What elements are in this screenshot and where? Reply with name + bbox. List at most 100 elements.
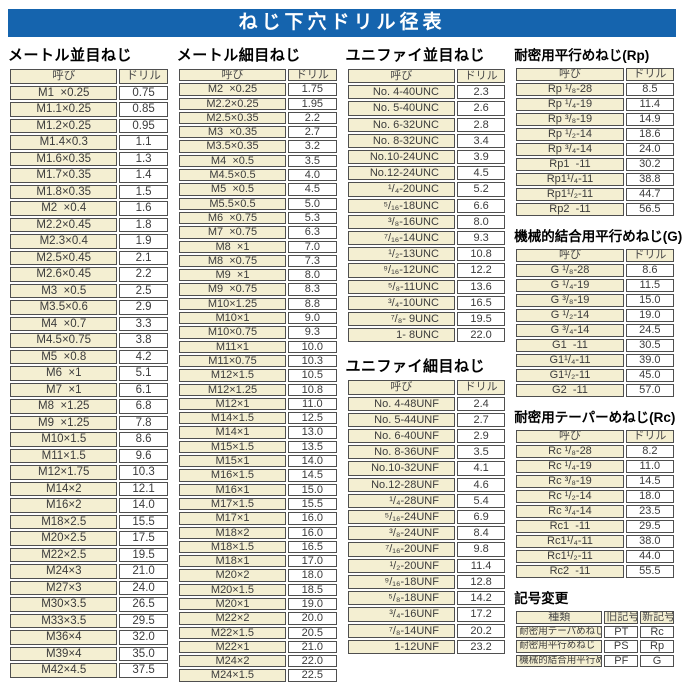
drill-value-cell: 20.5 <box>288 626 337 639</box>
drill-value-cell: 1.1 <box>119 135 168 150</box>
drill-value-cell: 3.3 <box>119 316 168 331</box>
thread-name-cell: Rc1¹/₄-11 <box>516 535 624 548</box>
thread-name-cell: G ³/₈-19 <box>516 294 624 307</box>
drill-value-cell: 5.4 <box>456 493 506 509</box>
drill-value-cell: 23.2 <box>456 639 506 654</box>
thread-name-cell: No. 8-32UNC <box>347 133 455 149</box>
thread-name-cell: M1.8×0.35 <box>10 184 118 199</box>
table-row: M1.7×0.35 1.4 <box>10 168 168 183</box>
table-row: M33×3.5 29.5 <box>10 613 168 628</box>
thread-name-cell: M1.6×0.35 <box>10 151 118 166</box>
thread-name-cell: M1.2×0.25 <box>10 118 118 133</box>
thread-name-cell: M24×1.5 <box>178 669 287 682</box>
table-row: No. 8-32UNC 3.4 <box>347 133 506 149</box>
header-row: 種類 旧記号 新記号 <box>516 611 674 624</box>
drill-value-cell: 13.5 <box>288 440 337 454</box>
drill-value-cell: 8.0 <box>456 214 506 230</box>
drill-value-cell: 4.1 <box>456 461 506 476</box>
thread-name-cell: M7 ×1 <box>10 382 118 397</box>
thread-name-cell: 耐密用平行めねじ <box>516 640 603 653</box>
thread-name-cell: M27×3 <box>10 580 118 595</box>
thread-name-cell: M7 ×0.75 <box>178 226 287 239</box>
table-row: ³/₄-16UNF 17.2 <box>347 607 506 622</box>
drill-value-cell: 6.3 <box>288 226 337 239</box>
table-row: 耐密用テーパめねじ PT Rc <box>516 625 674 638</box>
header-row: 呼び ドリル <box>347 69 506 84</box>
section-title: 機械的結合用平行めねじ(G) <box>514 229 683 244</box>
drill-value-cell: 38.0 <box>625 535 674 548</box>
thread-name-cell: ⁷/₁₆-20UNF <box>347 542 455 557</box>
drill-value-cell: 8.8 <box>288 297 337 311</box>
drill-value-cell: 44.0 <box>625 550 674 563</box>
drill-value-cell: 21.0 <box>119 564 168 579</box>
table-row: M14×1 13.0 <box>178 426 337 439</box>
table-row: M10×1.5 8.6 <box>10 432 168 447</box>
table-row: No.10-24UNC 3.9 <box>347 150 506 165</box>
thread-name-cell: M8 ×1 <box>178 240 287 253</box>
thread-name-cell: ⁷/₈- 9UNC <box>347 312 455 327</box>
drill-value-cell: 1.75 <box>288 83 337 96</box>
table-row: M1.6×0.35 1.3 <box>10 151 168 166</box>
drill-value-cell: 6.1 <box>119 382 168 397</box>
drill-value-cell: G <box>640 654 674 667</box>
drill-value-cell: 19.5 <box>456 312 506 327</box>
page-title: ねじ下穴ドリル径表 <box>8 9 676 37</box>
thread-name-cell: Rc ¹/₂-14 <box>516 490 624 503</box>
table-row: G1 -11 30.5 <box>516 339 674 352</box>
drill-value-cell: 45.0 <box>625 369 674 382</box>
table-row: M1.2×0.25 0.95 <box>10 118 168 133</box>
drill-value-cell: 5.3 <box>288 211 337 225</box>
table-row: G2 -11 57.0 <box>516 384 674 397</box>
thread-name-cell: M10×1.25 <box>178 297 287 311</box>
drill-value-cell: 3.9 <box>456 150 506 165</box>
thread-name-cell: M15×1 <box>178 455 287 468</box>
column-header-drill: ドリル <box>456 380 506 395</box>
drill-value-cell: 2.8 <box>456 117 506 132</box>
drill-value-cell: 44.7 <box>625 188 674 201</box>
drill-value-cell: 3.8 <box>119 333 168 348</box>
thread-name-cell: No. 6-40UNF <box>347 429 455 444</box>
thread-name-cell: M18×1 <box>178 555 287 568</box>
thread-name-cell: 機械的結合用平行めねじ <box>516 654 603 667</box>
thread-name-cell: Rp1¹/₂-11 <box>516 188 624 201</box>
thread-name-cell: M2 ×0.25 <box>178 83 287 96</box>
drill-value-cell: 14.0 <box>288 455 337 468</box>
drill-value-cell: 55.5 <box>625 565 674 578</box>
column-header-drill: ドリル <box>625 430 674 443</box>
table-row: M4 ×0.7 3.3 <box>10 316 168 331</box>
table-row: M12×1 11.0 <box>178 397 337 411</box>
table-row: M22×1.5 20.5 <box>178 626 337 639</box>
thread-name-cell: ¹/₄-20UNC <box>347 182 455 197</box>
drill-value-cell: 30.2 <box>625 158 674 171</box>
thread-name-cell: 耐密用テーパめねじ <box>516 625 603 638</box>
drill-value-cell: 0.75 <box>119 85 168 100</box>
section-title: メートル並目ねじ <box>8 47 133 64</box>
thread-name-cell: No. 5-44UNF <box>347 412 455 428</box>
thread-name-cell: No. 5-40UNC <box>347 101 455 116</box>
drill-value-cell: 11.5 <box>625 279 674 292</box>
section-metric-fine: メートル細目ねじ 呼び ドリル M2 ×0.25 1.75 M2.2×0.25 1.9… <box>177 44 339 684</box>
table-row: Rp ³/₈-19 14.9 <box>516 113 674 126</box>
thread-name-cell: M22×1 <box>178 640 287 654</box>
table-row: M20×2 18.0 <box>178 569 337 582</box>
drill-value-cell: 2.2 <box>288 111 337 125</box>
table-row: M5 ×0.5 4.5 <box>178 183 337 196</box>
drill-value-cell: 14.2 <box>456 591 506 606</box>
table-row: M2 ×0.4 1.6 <box>10 201 168 216</box>
drill-value-cell: 3.2 <box>288 140 337 153</box>
drill-value-cell: 10.8 <box>288 383 337 396</box>
table-row: M2.6×0.45 2.2 <box>10 267 168 282</box>
table-row: M16×1.5 14.5 <box>178 469 337 482</box>
table-row: G ³/₄-14 24.5 <box>516 324 674 337</box>
thread-name-cell: M20×1.5 <box>178 583 287 596</box>
thread-name-cell: Rc1¹/₂-11 <box>516 550 624 563</box>
g-table: 呼び ドリル G ¹/₈-28 8.6 G ¹/₄-19 11.5 G ³/₈-19 15… <box>514 247 676 399</box>
thread-name-cell: ⁷/₈-14UNF <box>347 623 455 638</box>
drill-value-cell: 15.5 <box>288 497 337 511</box>
table-row: ⁵/₁₆-24UNF 6.9 <box>347 510 506 525</box>
thread-name-cell: M12×1.75 <box>10 465 118 480</box>
thread-name-cell: G1¹/₄-11 <box>516 354 624 367</box>
table-row: M5.5×0.5 5.0 <box>178 197 337 210</box>
table-row: M1 ×0.25 0.75 <box>10 85 168 100</box>
thread-name-cell: M5 ×0.5 <box>178 183 287 196</box>
